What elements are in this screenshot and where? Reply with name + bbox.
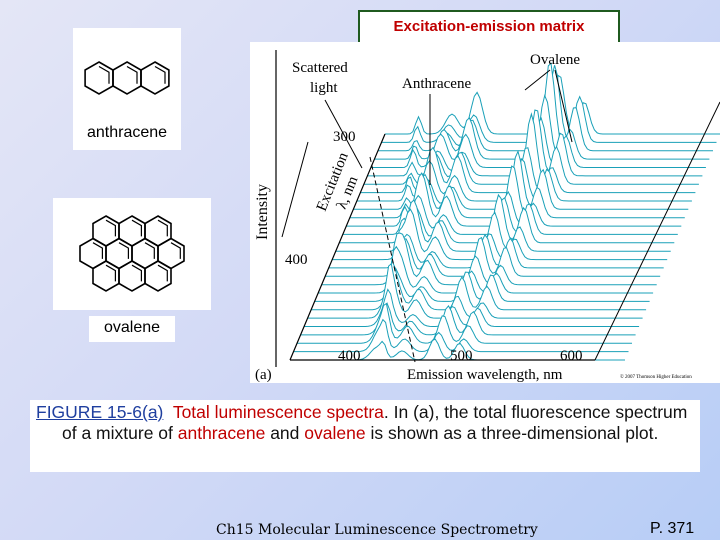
ring <box>140 61 170 95</box>
spectrum <box>342 194 678 235</box>
structure-label: ovalene <box>89 316 175 342</box>
structure-label: anthracene <box>73 124 181 142</box>
anthracene-panel: anthracene <box>73 28 181 150</box>
eem-plot: Intensity Scattered light Anthracene Ova… <box>254 50 720 383</box>
spectrum <box>367 109 703 177</box>
spectrum-fill <box>293 319 629 352</box>
spectrum-fill <box>346 173 682 227</box>
spectrum-fill <box>363 114 699 185</box>
axis-label: Intensity <box>254 184 271 240</box>
spectrum <box>325 236 661 277</box>
annotation: Ovalene <box>530 52 580 68</box>
anthracene-structure <box>84 61 170 95</box>
double-bond <box>170 242 181 259</box>
spectrum <box>300 302 636 336</box>
spectrum <box>328 233 664 269</box>
spectrum-fill <box>360 147 696 193</box>
spectrum <box>297 302 632 344</box>
tick-label: 400 <box>338 348 361 364</box>
caption-term: anthracene <box>177 423 266 443</box>
tick-label: 500 <box>450 348 473 364</box>
arrow <box>281 141 309 238</box>
double-bond <box>131 219 143 237</box>
page-number: P. 371 <box>650 520 695 537</box>
spectrum <box>332 208 668 261</box>
tick-label: 400 <box>285 252 308 268</box>
floor-edge <box>594 101 720 361</box>
spectrum-fill <box>349 166 685 218</box>
annotation: Anthracene <box>402 76 471 92</box>
scatter-line <box>369 156 416 363</box>
ovalene-panel <box>53 198 211 310</box>
ovalene-structure <box>79 215 185 292</box>
arrow <box>554 69 573 143</box>
double-bond <box>131 264 143 282</box>
figure: Intensity Scattered light Anthracene Ova… <box>250 42 720 383</box>
spectrum-fill <box>339 194 675 243</box>
double-bond <box>98 65 110 84</box>
spectrum-fill <box>332 209 668 260</box>
spectrum-fill <box>353 151 689 210</box>
double-bond <box>105 219 117 237</box>
spectra <box>290 62 720 361</box>
spectrum-fill <box>290 339 625 360</box>
double-bond <box>157 264 168 282</box>
double-bond <box>118 242 130 259</box>
spectrum <box>356 158 692 202</box>
ring <box>144 260 172 292</box>
double-bond <box>105 264 117 282</box>
spectrum <box>311 259 647 311</box>
spectrum <box>349 165 685 219</box>
double-bond <box>154 65 166 84</box>
caption-text: is shown as a three-dimensional plot. <box>365 423 659 443</box>
axis-label: Emission wavelength, nm <box>407 367 563 383</box>
caption-text: and <box>265 423 305 443</box>
spectrum-fill <box>356 159 692 201</box>
caption-term: Total luminescence spectra <box>172 402 384 422</box>
spectrum <box>293 318 629 353</box>
arrow <box>324 99 363 169</box>
copyright: © 2007 Thomson Higher Education <box>620 374 692 380</box>
caption-text: . In (a), the total fluorescence spectru… <box>62 402 688 443</box>
annotation: Scattered <box>292 60 348 76</box>
spectrum <box>353 149 689 210</box>
figure-number: FIGURE 15-6(a) <box>36 402 164 422</box>
double-bond <box>157 219 168 237</box>
title: Excitation-emission matrix <box>358 10 620 44</box>
spectrum-fill <box>342 195 678 235</box>
panel-label: (a) <box>255 367 272 383</box>
spectrum <box>346 172 682 227</box>
tick-label: 300 <box>333 129 356 145</box>
footer-text: Ch15 Molecular Luminescence Spectrometry <box>216 522 538 538</box>
arrow <box>524 69 551 91</box>
double-bond <box>126 65 138 84</box>
annotation: light <box>310 80 338 96</box>
excitation-axis <box>289 133 386 361</box>
double-bond <box>92 242 104 259</box>
double-bond <box>144 242 155 259</box>
caption-term: ovalene <box>304 423 366 443</box>
tick-label: 600 <box>560 348 583 364</box>
spectrum-fill <box>335 200 671 252</box>
caption: FIGURE 15-6(a) Total luminescence spectr… <box>30 400 700 472</box>
spectrum <box>335 199 671 252</box>
